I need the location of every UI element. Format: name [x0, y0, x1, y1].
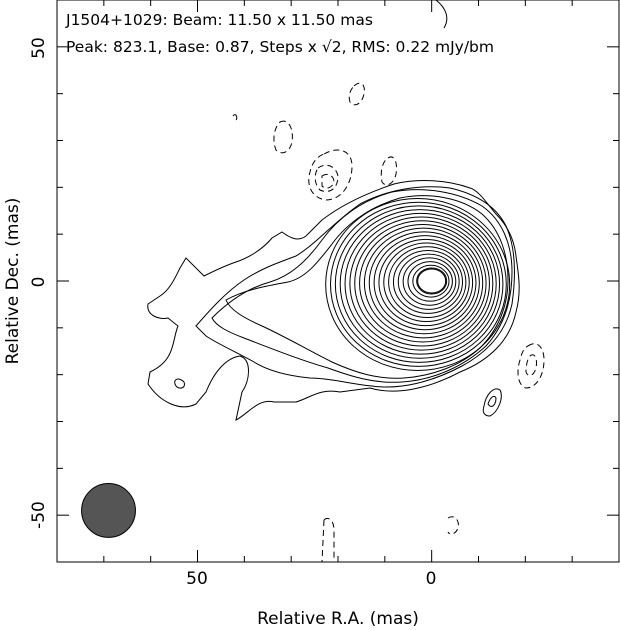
- contour-core: [334, 205, 504, 363]
- plot-frame: [56, 0, 620, 563]
- contour-core: [325, 198, 511, 371]
- contour-negative: [517, 343, 545, 389]
- contour-island: [232, 114, 238, 121]
- contour-3: [211, 189, 513, 383]
- contour-negative: [321, 173, 335, 189]
- x-axis-label: Relative R.A. (mas): [257, 609, 419, 629]
- contour-core: [349, 216, 494, 351]
- contour-core: [407, 261, 453, 302]
- contour-negative: [348, 82, 365, 106]
- contour-core: [417, 268, 447, 294]
- contour-island: [487, 395, 497, 407]
- contour-core: [388, 246, 467, 318]
- contour-core: [392, 249, 464, 314]
- contour-core: [397, 253, 460, 310]
- y-tick-label-0: 0: [29, 277, 49, 288]
- contour-negative: [525, 354, 537, 376]
- x-tick-label-50: 50: [186, 569, 208, 589]
- contour-core: [383, 242, 470, 323]
- y-tick-label-50: 50: [29, 37, 49, 59]
- contour-island: [482, 388, 502, 417]
- contour-outer: [147, 180, 520, 421]
- contour-core: [368, 231, 480, 335]
- contour-core: [378, 238, 474, 327]
- contour-4: [225, 195, 509, 379]
- title-line-1: J1504+1029: Beam: 11.50 x 11.50 mas: [65, 11, 373, 29]
- contour-core: [359, 223, 487, 343]
- beam-ellipse: [81, 483, 136, 538]
- contour-core: [412, 264, 450, 298]
- contour-core: [344, 212, 497, 355]
- contour-core: [402, 257, 457, 306]
- contour-negative: [273, 120, 293, 154]
- contour-negative: [308, 149, 353, 201]
- contour-negative: [447, 516, 459, 535]
- title-line-2: Peak: 823.1, Base: 0.87, Steps x √2, RMS…: [66, 38, 494, 56]
- y-axis-label: Relative Dec. (mas): [3, 198, 23, 365]
- contour-negative: [321, 519, 325, 562]
- contour-negative: [380, 156, 397, 186]
- contour-2: [195, 186, 515, 388]
- contour-negative: [314, 164, 339, 192]
- contour-lines: [147, 0, 545, 562]
- axis-ticks: [56, 0, 620, 563]
- x-tick-label-0: 0: [426, 569, 437, 589]
- contour-peak: [416, 267, 448, 295]
- y-tick-label-minus50: -50: [29, 501, 49, 529]
- contour-core: [339, 209, 501, 359]
- contour-core: [330, 201, 507, 367]
- contour-negative: [323, 517, 335, 562]
- contour-core: [363, 227, 484, 339]
- contour-island: [174, 378, 185, 389]
- contour-core: [354, 220, 490, 347]
- contour-core: [373, 235, 477, 331]
- contour-island: [435, 0, 448, 29]
